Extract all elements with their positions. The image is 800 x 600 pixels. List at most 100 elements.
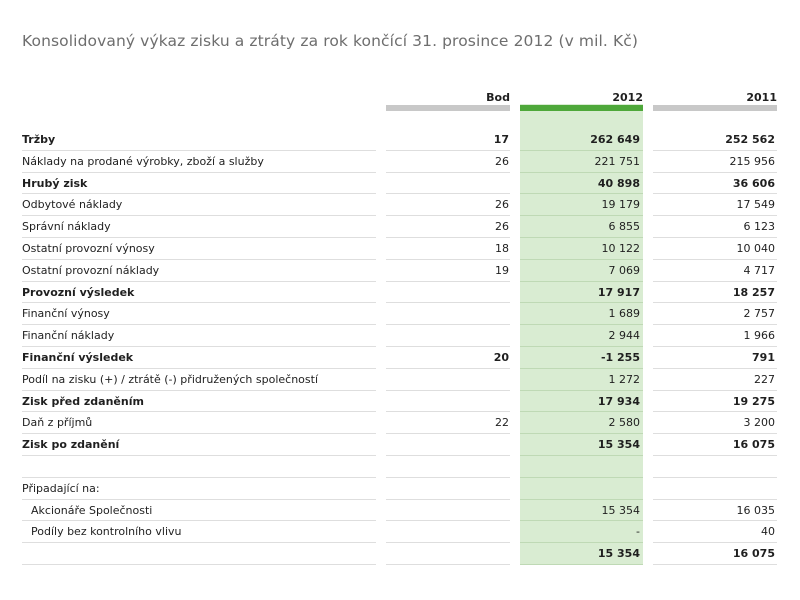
row-value-2012: 1 689 [520, 303, 643, 326]
row-label: Odbytové náklady [22, 194, 376, 217]
row-note [386, 369, 510, 391]
table-row: Podíly bez kontrolního vlivu -40 [0, 521, 800, 544]
header-bar-2012 [520, 105, 643, 111]
row-note: 26 [386, 194, 510, 217]
highlight-column-2012 [520, 104, 643, 564]
row-label: Akcionáře Společnosti [22, 500, 376, 522]
table-row: Zisk po zdanění 15 354 16 075 [0, 434, 800, 456]
row-label: Finanční výsledek [22, 347, 376, 369]
row-note: 17 [386, 129, 510, 151]
row-note [386, 325, 510, 347]
row-label [22, 543, 376, 565]
table-row: Správní náklady 26 6 855 6 123 [0, 216, 800, 238]
row-value-2012: 15 354 [520, 500, 643, 522]
row-label: Zisk po zdanění [22, 434, 376, 456]
row-value-2011: 3 200 [653, 412, 777, 435]
row-value-2011: 18 257 [653, 282, 777, 304]
row-label: Hrubý zisk [22, 173, 376, 195]
row-label: Provozní výsledek [22, 282, 376, 304]
row-value-2011: 16 035 [653, 500, 777, 522]
table-row: 15 354 16 075 [0, 543, 800, 565]
row-note [386, 500, 510, 522]
page-title: Konsolidovaný výkaz zisku a ztráty za ro… [22, 32, 638, 50]
row-note: 18 [386, 238, 510, 260]
table-row: Daň z příjmů 22 2 580 3 200 [0, 412, 800, 435]
row-label: Finanční náklady [22, 325, 376, 347]
table-row: Ostatní provozní výnosy 18 10 122 10 040 [0, 238, 800, 260]
row-value-2012: 262 649 [520, 129, 643, 151]
row-value-2011: 1 966 [653, 325, 777, 347]
header-bar-2011 [653, 105, 777, 111]
table-row: Ostatní provozní náklady 19 7 069 4 717 [0, 260, 800, 282]
row-value-2011: 17 549 [653, 194, 777, 217]
row-value-2012: 15 354 [520, 543, 643, 565]
table-row: Finanční výnosy 1 689 2 757 [0, 303, 800, 326]
row-value-2011: 227 [653, 369, 777, 391]
row-label: Správní náklady [22, 216, 376, 238]
table-row [0, 456, 800, 478]
table-row: Náklady na prodané výrobky, zboží a služ… [0, 151, 800, 173]
row-note [386, 543, 510, 565]
row-label [22, 456, 376, 478]
row-value-2012 [520, 456, 643, 478]
row-value-2012: 6 855 [520, 216, 643, 238]
table-row: Zisk před zdaněním 17 934 19 275 [0, 391, 800, 413]
row-value-2011 [653, 456, 777, 478]
row-note: 20 [386, 347, 510, 369]
row-value-2012: 7 069 [520, 260, 643, 282]
header-bar-note [386, 105, 510, 111]
row-value-2012: - [520, 521, 643, 544]
row-value-2012: -1 255 [520, 347, 643, 369]
table-row: Finanční výsledek 20 -1 255 791 [0, 347, 800, 369]
row-label: Ostatní provozní náklady [22, 260, 376, 282]
table-row: Odbytové náklady 26 19 179 17 549 [0, 194, 800, 217]
table-row: Připadající na: [0, 478, 800, 500]
row-label: Připadající na: [22, 478, 376, 500]
row-note: 22 [386, 412, 510, 435]
row-value-2012: 15 354 [520, 434, 643, 456]
row-value-2012: 2 580 [520, 412, 643, 435]
table-row: Akcionáře Společnosti 15 354 16 035 [0, 500, 800, 522]
header-2011: 2011 [746, 91, 777, 104]
row-label: Náklady na prodané výrobky, zboží a služ… [22, 151, 376, 173]
row-value-2012: 2 944 [520, 325, 643, 347]
row-value-2011 [653, 478, 777, 500]
header-note: Bod [486, 91, 510, 104]
table-row: Provozní výsledek 17 917 18 257 [0, 282, 800, 304]
row-note: 26 [386, 151, 510, 173]
row-value-2012: 17 917 [520, 282, 643, 304]
row-value-2011: 36 606 [653, 173, 777, 195]
table-row: Podíl na zisku (+) / ztrátě (-) přidruže… [0, 369, 800, 391]
row-value-2011: 2 757 [653, 303, 777, 326]
row-note [386, 478, 510, 500]
row-value-2011: 19 275 [653, 391, 777, 413]
row-value-2011: 40 [653, 521, 777, 544]
row-label: Daň z příjmů [22, 412, 376, 435]
row-note [386, 391, 510, 413]
row-value-2011: 10 040 [653, 238, 777, 260]
row-value-2012 [520, 478, 643, 500]
row-note [386, 434, 510, 456]
row-label: Finanční výnosy [22, 303, 376, 326]
row-note [386, 303, 510, 326]
row-value-2011: 215 956 [653, 151, 777, 173]
row-value-2011: 4 717 [653, 260, 777, 282]
row-label: Zisk před zdaněním [22, 391, 376, 413]
row-value-2012: 17 934 [520, 391, 643, 413]
row-value-2011: 252 562 [653, 129, 777, 151]
row-value-2012: 19 179 [520, 194, 643, 217]
row-value-2012: 1 272 [520, 369, 643, 391]
table-row: Finanční náklady 2 944 1 966 [0, 325, 800, 347]
row-note [386, 282, 510, 304]
row-value-2012: 40 898 [520, 173, 643, 195]
row-label: Tržby [22, 129, 376, 151]
header-2012: 2012 [612, 91, 643, 104]
row-note [386, 173, 510, 195]
row-value-2011: 16 075 [653, 434, 777, 456]
row-value-2011: 791 [653, 347, 777, 369]
row-note [386, 456, 510, 478]
row-label: Podíl na zisku (+) / ztrátě (-) přidruže… [22, 369, 376, 391]
table-row: Hrubý zisk 40 898 36 606 [0, 173, 800, 195]
row-value-2011: 6 123 [653, 216, 777, 238]
row-label: Ostatní provozní výnosy [22, 238, 376, 260]
